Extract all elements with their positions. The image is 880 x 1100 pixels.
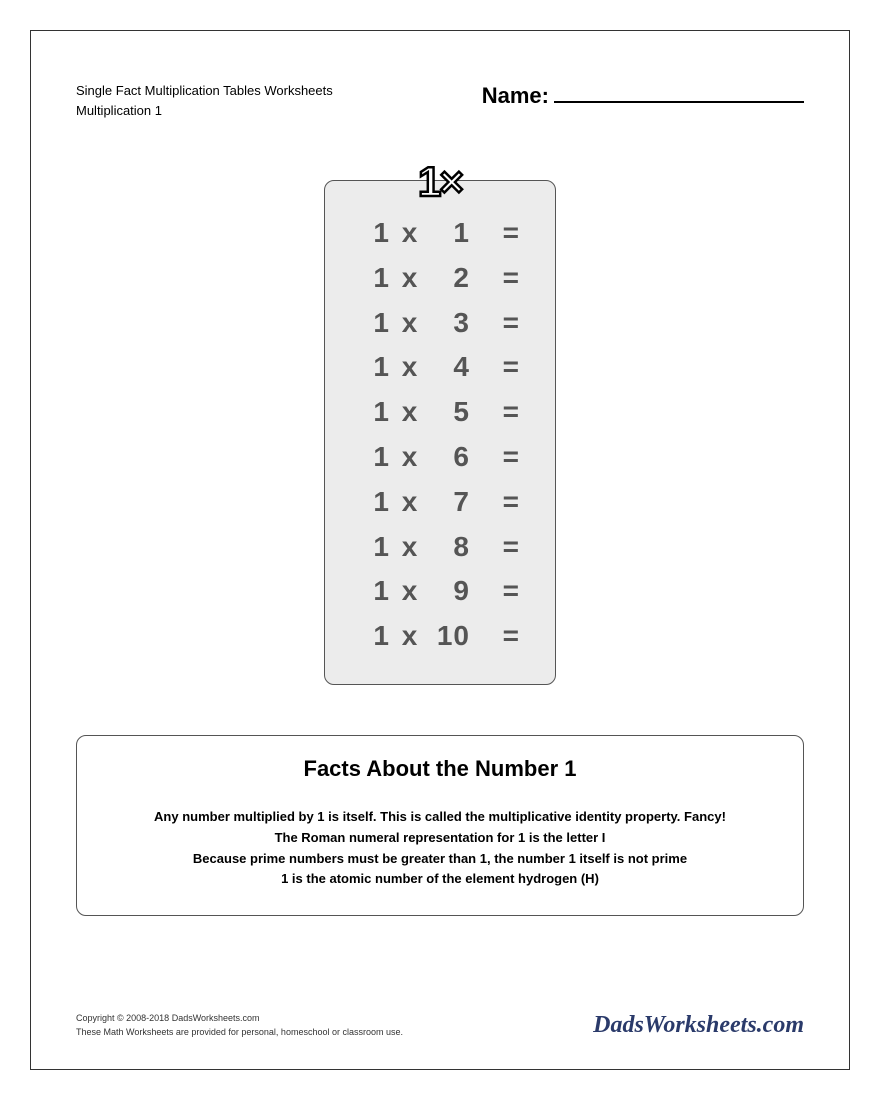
header: Single Fact Multiplication Tables Worksh… bbox=[76, 81, 804, 120]
equals-sign: = bbox=[470, 569, 520, 614]
facts-line: Because prime numbers must be greater th… bbox=[102, 849, 778, 870]
mult-row: 1x4= bbox=[360, 345, 520, 390]
operand-a: 1 bbox=[360, 569, 390, 614]
multiplication-table-container: 1× 1x1=1x2=1x3=1x4=1x5=1x6=1x7=1x8=1x9=1… bbox=[76, 180, 804, 685]
operator: x bbox=[390, 390, 430, 435]
facts-lines: Any number multiplied by 1 is itself. Th… bbox=[102, 807, 778, 890]
operand-b: 10 bbox=[430, 614, 470, 659]
equals-sign: = bbox=[470, 301, 520, 346]
disclaimer-text: These Math Worksheets are provided for p… bbox=[76, 1026, 403, 1040]
mult-row: 1x9= bbox=[360, 569, 520, 614]
mult-row: 1x7= bbox=[360, 480, 520, 525]
equals-sign: = bbox=[470, 256, 520, 301]
equals-sign: = bbox=[470, 525, 520, 570]
operand-a: 1 bbox=[360, 345, 390, 390]
operator: x bbox=[390, 256, 430, 301]
worksheet-page: Single Fact Multiplication Tables Worksh… bbox=[30, 30, 850, 1070]
mult-row: 1x2= bbox=[360, 256, 520, 301]
operand-a: 1 bbox=[360, 256, 390, 301]
operand-a: 1 bbox=[360, 211, 390, 256]
name-field-block: Name: bbox=[482, 81, 804, 109]
facts-line: The Roman numeral representation for 1 i… bbox=[102, 828, 778, 849]
operand-b: 5 bbox=[430, 390, 470, 435]
operand-b: 6 bbox=[430, 435, 470, 480]
equals-sign: = bbox=[470, 435, 520, 480]
multiplication-table: 1x1=1x2=1x3=1x4=1x5=1x6=1x7=1x8=1x9=1x10… bbox=[324, 180, 556, 685]
facts-box: Facts About the Number 1 Any number mult… bbox=[76, 735, 804, 916]
name-label: Name: bbox=[482, 83, 549, 109]
operand-a: 1 bbox=[360, 435, 390, 480]
equals-sign: = bbox=[470, 345, 520, 390]
operand-a: 1 bbox=[360, 390, 390, 435]
operand-b: 1 bbox=[430, 211, 470, 256]
header-title-block: Single Fact Multiplication Tables Worksh… bbox=[76, 81, 333, 120]
mult-row: 1x3= bbox=[360, 301, 520, 346]
copyright-text: Copyright © 2008-2018 DadsWorksheets.com bbox=[76, 1012, 403, 1026]
operator: x bbox=[390, 345, 430, 390]
mult-row: 1x1= bbox=[360, 211, 520, 256]
worksheet-title-line1: Single Fact Multiplication Tables Worksh… bbox=[76, 81, 333, 101]
mult-row: 1x5= bbox=[360, 390, 520, 435]
operator: x bbox=[390, 435, 430, 480]
operand-b: 4 bbox=[430, 345, 470, 390]
operator: x bbox=[390, 301, 430, 346]
facts-line: Any number multiplied by 1 is itself. Th… bbox=[102, 807, 778, 828]
operand-a: 1 bbox=[360, 614, 390, 659]
operator: x bbox=[390, 569, 430, 614]
operand-b: 8 bbox=[430, 525, 470, 570]
mult-row: 1x8= bbox=[360, 525, 520, 570]
operator: x bbox=[390, 614, 430, 659]
footer: Copyright © 2008-2018 DadsWorksheets.com… bbox=[76, 1012, 804, 1039]
equals-sign: = bbox=[470, 614, 520, 659]
worksheet-title-line2: Multiplication 1 bbox=[76, 101, 333, 121]
footer-logo: DadsWorksheets.com bbox=[593, 1012, 804, 1039]
mult-row: 1x10= bbox=[360, 614, 520, 659]
footer-legal: Copyright © 2008-2018 DadsWorksheets.com… bbox=[76, 1012, 403, 1039]
operator: x bbox=[390, 211, 430, 256]
facts-title: Facts About the Number 1 bbox=[102, 756, 778, 782]
operand-a: 1 bbox=[360, 525, 390, 570]
operator: x bbox=[390, 480, 430, 525]
operand-b: 9 bbox=[430, 569, 470, 614]
operand-b: 3 bbox=[430, 301, 470, 346]
operand-a: 1 bbox=[360, 301, 390, 346]
mult-row: 1x6= bbox=[360, 435, 520, 480]
facts-line: 1 is the atomic number of the element hy… bbox=[102, 869, 778, 890]
equals-sign: = bbox=[470, 211, 520, 256]
operand-a: 1 bbox=[360, 480, 390, 525]
operand-b: 7 bbox=[430, 480, 470, 525]
equals-sign: = bbox=[470, 480, 520, 525]
equals-sign: = bbox=[470, 390, 520, 435]
name-input-line[interactable] bbox=[554, 81, 804, 103]
table-header-badge: 1× bbox=[418, 158, 462, 206]
operand-b: 2 bbox=[430, 256, 470, 301]
operator: x bbox=[390, 525, 430, 570]
